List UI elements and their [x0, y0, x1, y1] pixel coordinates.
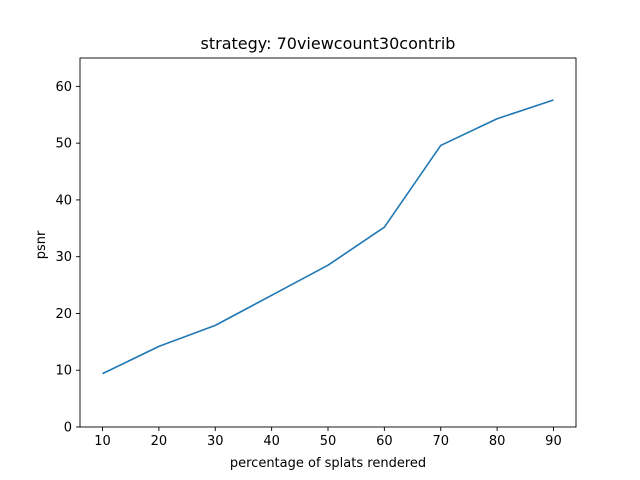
x-tick-label: 80	[489, 434, 506, 449]
y-tick-label: 10	[55, 364, 72, 379]
y-tick-label: 40	[55, 193, 72, 208]
x-tick-label: 20	[151, 434, 168, 449]
chart-title: strategy: 70viewcount30contrib	[201, 34, 456, 53]
y-tick-label: 0	[64, 421, 72, 436]
x-tick-label: 90	[545, 434, 562, 449]
y-tick-label: 50	[55, 137, 72, 152]
x-tick-label: 50	[320, 434, 337, 449]
x-axis-label: percentage of splats rendered	[230, 456, 426, 471]
y-axis-label: psnr	[34, 230, 49, 259]
x-tick-label: 40	[263, 434, 280, 449]
x-tick-label: 60	[376, 434, 393, 449]
y-tick-label: 20	[55, 307, 72, 322]
x-tick-label: 70	[432, 434, 449, 449]
plot-area: 10 20 30 40 50 60 70 80 90 0 10 20 30 40 50 60	[55, 57, 577, 449]
series-line-0	[102, 99, 554, 375]
y-tick-label: 60	[55, 80, 72, 95]
x-tick-label: 30	[207, 434, 224, 449]
y-tick-label: 30	[55, 250, 72, 265]
x-tick-label: 10	[94, 434, 111, 449]
